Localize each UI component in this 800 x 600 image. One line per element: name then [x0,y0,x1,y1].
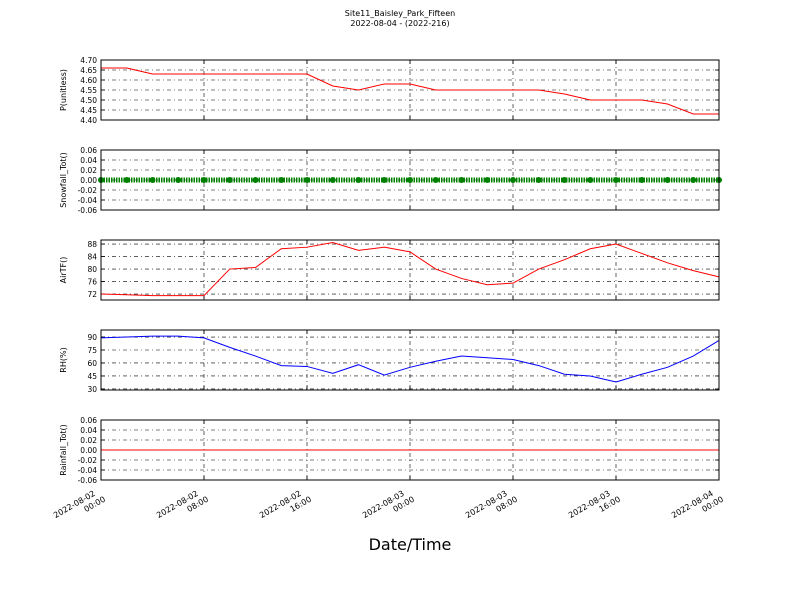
y-tick-label: 76 [87,278,97,287]
x-tick-label: 2022-08-0316:00 [567,486,622,529]
y-tick-label: 4.60 [80,76,97,85]
y-tick-label: 84 [87,253,97,262]
plot-frame [100,329,720,391]
y-tick-label: 4.45 [80,106,97,115]
plot-frame [100,419,720,481]
y-axis-label: Rainfall_Tot() [59,424,68,476]
data-line [101,67,719,115]
plot-frame [100,59,720,121]
y-tick-label: -0.02 [78,186,98,195]
y-tick-label: 0.02 [80,166,97,175]
y-tick-label: -0.04 [78,196,98,205]
chart-subtitle: 2022-08-04 - (2022-216) [350,19,449,28]
y-tick-label: 0.06 [80,416,97,425]
x-tick-label: 2022-08-0400:00 [670,486,725,529]
plot-frame [100,239,720,301]
y-tick-label: 0.04 [80,426,97,435]
x-tick-label: 2022-08-0200:00 [52,486,107,529]
plot-frame [100,149,720,211]
data-line [100,335,720,383]
y-tick-label: 30 [87,385,97,394]
y-tick-label: 72 [87,290,97,299]
y-tick-label: 4.40 [80,116,97,125]
y-tick-label: 4.55 [80,86,97,95]
y-axis-label: AirTF() [59,257,68,284]
x-tick-label: 2022-08-0216:00 [258,486,313,529]
x-tick-label: 2022-08-0308:00 [464,486,519,529]
y-tick-label: 45 [87,372,97,381]
y-tick-label: 80 [87,265,97,274]
y-tick-label: 0.00 [80,446,97,455]
y-tick-label: 4.65 [80,66,97,75]
y-tick-label: 0.04 [80,156,97,165]
y-tick-label: 90 [87,333,97,342]
y-tick-label: -0.04 [78,466,98,475]
x-axis-label: Date/Time [369,535,452,554]
y-tick-label: -0.06 [78,206,98,215]
y-tick-label: -0.02 [78,456,98,465]
chart-title: Site11_Baisley_Park_Fifteen [345,9,455,18]
x-tick-label: 2022-08-0208:00 [155,486,210,529]
y-tick-label: 75 [87,346,97,355]
y-tick-label: 0.06 [80,146,97,155]
y-axis-label: P(unitless) [59,69,68,111]
y-tick-label: 60 [87,359,97,368]
y-tick-label: 4.50 [80,96,97,105]
y-tick-label: 88 [87,240,97,249]
y-axis-label: Snowfall_Tot() [59,152,68,208]
y-tick-label: -0.06 [78,476,98,485]
y-tick-label: 0.00 [80,176,97,185]
y-axis-label: RH(%) [59,347,68,372]
y-tick-label: 4.70 [80,56,97,65]
y-tick-label: 0.02 [80,436,97,445]
data-line [100,241,720,297]
x-tick-label: 2022-08-0300:00 [361,486,416,529]
